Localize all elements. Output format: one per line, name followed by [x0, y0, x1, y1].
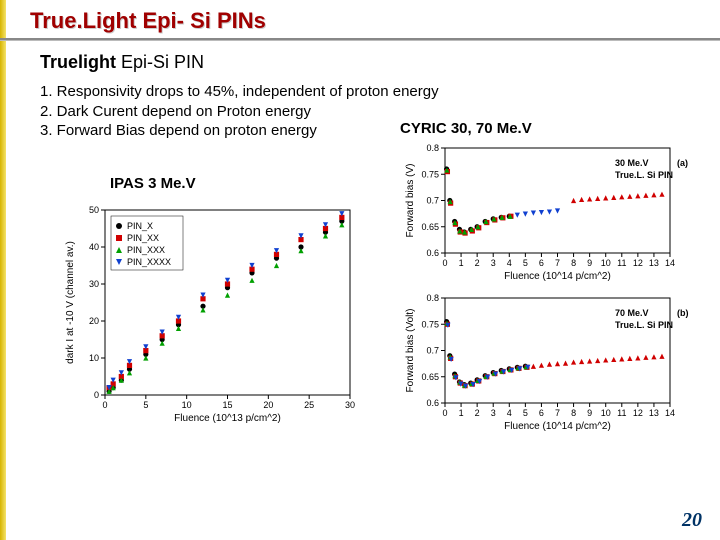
svg-text:0.8: 0.8: [426, 293, 439, 303]
subtitle-bold: Truelight: [40, 52, 116, 72]
page-number: 20: [682, 509, 702, 532]
svg-text:12: 12: [633, 408, 643, 418]
svg-text:30: 30: [345, 400, 355, 410]
svg-text:0.7: 0.7: [426, 346, 439, 356]
svg-text:7: 7: [555, 258, 560, 268]
svg-text:13: 13: [649, 258, 659, 268]
svg-text:50: 50: [89, 205, 99, 215]
svg-text:0.7: 0.7: [426, 196, 439, 206]
svg-text:8: 8: [571, 408, 576, 418]
svg-text:12: 12: [633, 258, 643, 268]
svg-text:True.L. Si PIN: True.L. Si PIN: [615, 320, 673, 330]
svg-text:30: 30: [89, 279, 99, 289]
svg-text:0.8: 0.8: [426, 143, 439, 153]
svg-text:Fluence (10^14 p/cm^2): Fluence (10^14 p/cm^2): [504, 271, 611, 282]
svg-text:7: 7: [555, 408, 560, 418]
svg-text:5: 5: [143, 400, 148, 410]
subtitle-rest: Epi-Si PIN: [116, 52, 204, 72]
svg-text:30 Me.V: 30 Me.V: [615, 158, 649, 168]
svg-text:20: 20: [89, 316, 99, 326]
svg-text:70 Me.V: 70 Me.V: [615, 308, 649, 318]
svg-text:13: 13: [649, 408, 659, 418]
svg-text:40: 40: [89, 242, 99, 252]
svg-text:PIN_XXX: PIN_XXX: [127, 245, 165, 255]
svg-text:11: 11: [617, 258, 626, 268]
slide-title: True.Light Epi- Si PINs: [30, 8, 266, 34]
svg-text:25: 25: [304, 400, 314, 410]
subtitle: Truelight Epi-Si PIN: [40, 52, 204, 73]
svg-text:15: 15: [222, 400, 232, 410]
svg-text:3: 3: [491, 408, 496, 418]
svg-text:PIN_XX: PIN_XX: [127, 233, 159, 243]
svg-text:10: 10: [182, 400, 192, 410]
svg-text:0: 0: [94, 390, 99, 400]
bullet-list: 1. Responsivity drops to 45%, independen…: [40, 82, 439, 141]
svg-text:10: 10: [601, 258, 611, 268]
point-3: 3. Forward Bias depend on proton energy: [40, 121, 439, 141]
svg-text:11: 11: [617, 408, 626, 418]
svg-text:2: 2: [475, 258, 480, 268]
svg-text:4: 4: [507, 258, 512, 268]
svg-text:14: 14: [665, 258, 675, 268]
svg-text:0.75: 0.75: [421, 319, 439, 329]
svg-text:5: 5: [523, 258, 528, 268]
svg-text:0.6: 0.6: [426, 398, 439, 408]
svg-text:0: 0: [442, 258, 447, 268]
svg-text:1: 1: [459, 408, 464, 418]
point-1: 1. Responsivity drops to 45%, independen…: [40, 82, 439, 102]
svg-text:Forward bias (Volt): Forward bias (Volt): [405, 309, 416, 393]
dark-current-chart: 0 5 10 15 20 25 30 0 10 20 30 40 50 Fluence (10^13 p/…: [60, 200, 360, 430]
cyric-label: CYRIC 30, 70 Me.V: [400, 120, 532, 137]
svg-text:14: 14: [665, 408, 675, 418]
svg-text:1: 1: [459, 258, 464, 268]
svg-text:9: 9: [587, 258, 592, 268]
svg-text:10: 10: [89, 353, 99, 363]
svg-text:dark I at -10 V (channel av.): dark I at -10 V (channel av.): [65, 241, 76, 364]
svg-text:2: 2: [475, 408, 480, 418]
svg-text:5: 5: [523, 408, 528, 418]
point-2: 2. Dark Curent depend on Proton energy: [40, 102, 439, 122]
svg-text:Fluence (10^13 p/cm^2): Fluence (10^13 p/cm^2): [174, 413, 281, 424]
svg-text:8: 8: [571, 258, 576, 268]
svg-text:10: 10: [601, 408, 611, 418]
svg-text:0.6: 0.6: [426, 248, 439, 258]
svg-text:0.75: 0.75: [421, 169, 439, 179]
svg-text:6: 6: [539, 258, 544, 268]
svg-text:0.65: 0.65: [421, 372, 439, 382]
svg-text:(a): (a): [677, 158, 688, 168]
svg-text:PIN_X: PIN_X: [127, 221, 153, 231]
ipas-label: IPAS 3 Me.V: [110, 175, 196, 192]
svg-text:6: 6: [539, 408, 544, 418]
svg-text:9: 9: [587, 408, 592, 418]
forward-bias-30mev-chart: 012345678910111213140.60.650.70.750.8Flu…: [400, 140, 690, 285]
svg-text:0: 0: [442, 408, 447, 418]
svg-text:3: 3: [491, 258, 496, 268]
title-rule: [0, 38, 720, 40]
svg-text:PIN_XXXX: PIN_XXXX: [127, 257, 171, 267]
svg-text:Fluence (10^14 p/cm^2): Fluence (10^14 p/cm^2): [504, 421, 611, 432]
svg-text:4: 4: [507, 408, 512, 418]
svg-text:True.L. Si PIN: True.L. Si PIN: [615, 170, 673, 180]
svg-text:Forward bias (V): Forward bias (V): [405, 164, 416, 238]
svg-text:0.65: 0.65: [421, 222, 439, 232]
svg-text:(b): (b): [677, 308, 689, 318]
svg-text:20: 20: [263, 400, 273, 410]
svg-text:0: 0: [102, 400, 107, 410]
forward-bias-70mev-chart: 012345678910111213140.60.650.70.750.8Flu…: [400, 290, 690, 435]
